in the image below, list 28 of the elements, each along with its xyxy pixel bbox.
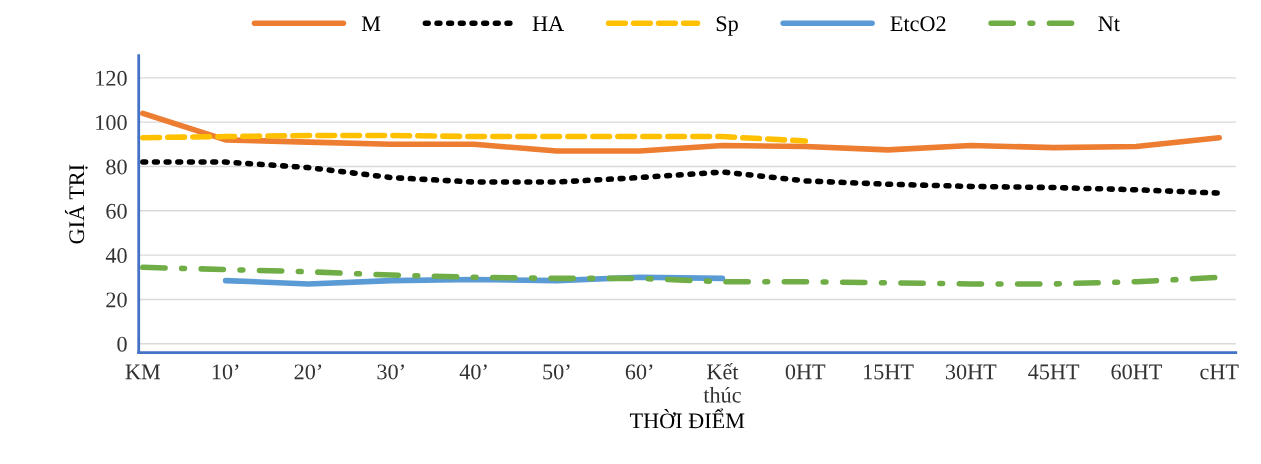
y-tick-label: 60 [106,203,127,219]
x-tick-label: 15HT [864,364,914,380]
y-tick-label: 40 [105,248,127,264]
x-tick-label: 45HT [1028,364,1080,380]
x-tick-label: 60’ [625,364,653,380]
legend-label: Nt [1098,16,1120,32]
x-tick-label: 0HT [785,364,826,380]
x-tick-label: 10’ [212,364,239,380]
x-tick-label: 50’ [543,364,570,380]
legend-label: HA [532,16,564,31]
y-tick-label: 20 [106,292,127,308]
y-axis-title: GIÁ TRỊ [64,164,88,244]
x-tick-label: 30HT [945,364,997,380]
x-tick-label: 40’ [459,364,487,380]
legend-label: M [361,16,381,31]
y-tick-label: 120 [96,70,127,86]
x-tick-label: cHT [1200,364,1239,380]
x-tick-label: Kết thúc [703,363,741,403]
x-tick-label: 60HT [1111,364,1162,380]
legend-label: EtcO2 [890,16,946,32]
x-axis-title: THỜI ĐIỂM [629,408,745,429]
x-tick-label: KM [125,364,161,380]
x-tick-label: 30’ [377,364,404,380]
y-tick-label: 80 [106,159,127,175]
y-tick-label: 100 [96,115,127,131]
x-tick-label: 20’ [294,364,322,380]
legend-label: Sp [716,16,738,36]
y-tick-label: 0 [117,336,127,352]
